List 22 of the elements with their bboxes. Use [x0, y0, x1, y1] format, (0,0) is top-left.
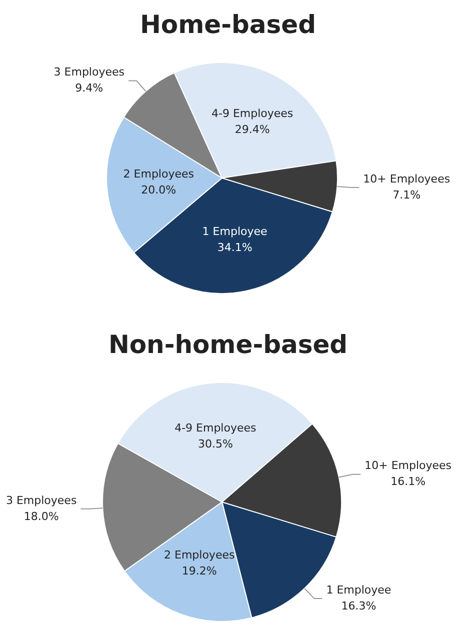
slice-label: 4-9 Employees — [211, 107, 294, 120]
data-label: 20.0% — [141, 184, 176, 197]
data-label: 16.3% — [341, 599, 376, 612]
slice-label: 10+ Employees — [363, 172, 450, 186]
data-label: 34.1% — [217, 241, 252, 254]
slice-label: 1 Employee — [326, 583, 392, 596]
data-label: 16.1% — [390, 475, 426, 488]
slice-label: 1 Employee — [202, 225, 268, 238]
slice-label: 3 Employees — [6, 494, 77, 507]
data-label: 9.4% — [75, 82, 104, 95]
data-label: 18.0% — [24, 510, 59, 523]
data-label: 7.1% — [392, 188, 421, 202]
slice-label: 2 Employees — [164, 548, 235, 562]
slice-label: 10+ Employees — [364, 459, 452, 472]
chart-title: Home-based — [139, 9, 317, 41]
slice-label: 3 Employees — [54, 66, 125, 79]
data-label: 29.4% — [234, 123, 270, 136]
data-label: 30.5% — [198, 437, 233, 450]
data-label: 19.2% — [182, 564, 217, 578]
chart-title: Non-home-based — [107, 329, 349, 361]
slice-label: 4-9 Employees — [174, 421, 257, 434]
slice-label: 2 Employees — [123, 168, 194, 181]
